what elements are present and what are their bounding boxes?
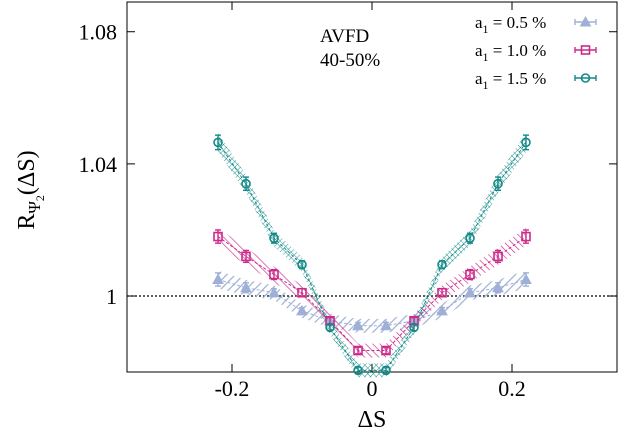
legend-label-2: a1 = 1.0 % (475, 41, 546, 64)
y-tick-label: 1.08 (79, 20, 118, 45)
series-line-3 (217, 142, 527, 371)
data-point-series-3 (381, 365, 391, 376)
data-point-series-2 (353, 345, 363, 356)
data-point-series-1 (464, 286, 476, 298)
data-point-series-3 (213, 137, 223, 148)
data-point-series-2 (297, 287, 307, 298)
annotation: AVFD 40-50% (320, 26, 380, 71)
data-markers (212, 134, 532, 376)
x-tick-label: -0.2 (215, 376, 250, 401)
data-point-series-1 (296, 304, 308, 316)
y-axis-label: RΨ2(ΔS) (14, 150, 47, 229)
data-point-series-1 (436, 304, 448, 316)
data-point-series-3 (325, 322, 335, 333)
legend-label-3: a1 = 1.5 % (475, 69, 546, 92)
y-axis-title: RΨ2(ΔS) (14, 150, 47, 229)
y-tick-label: 1.04 (79, 152, 118, 177)
data-point-series-3 (521, 137, 531, 148)
legend-marker-1 (579, 15, 592, 27)
data-point-series-1 (380, 319, 392, 331)
legend-marker-2 (580, 45, 591, 55)
data-point-series-2 (437, 287, 447, 298)
data-point-series-1 (268, 286, 280, 298)
legend: a1 = 0.5 % a1 = 1.0 % a1 = 1.5 % (475, 13, 597, 92)
data-point-series-2 (269, 269, 279, 280)
annotation-line-1: AVFD (320, 26, 369, 47)
uncertainty-bands (217, 133, 527, 378)
data-point-series-3 (409, 322, 419, 333)
annotation-line-2: 40-50% (320, 50, 380, 71)
data-point-series-3 (493, 178, 503, 189)
data-point-series-3 (241, 178, 251, 189)
x-tick-label: 0.2 (498, 376, 526, 401)
data-point-series-3 (353, 365, 363, 376)
series-line-1 (217, 279, 527, 327)
data-point-series-2 (493, 251, 503, 262)
data-point-series-1 (492, 281, 504, 293)
data-point-series-1 (520, 273, 532, 284)
legend-label-1: a1 = 0.5 % (475, 13, 546, 36)
data-point-series-2 (213, 231, 223, 242)
y-tick-label: 1 (106, 284, 117, 309)
data-point-series-3 (437, 259, 447, 270)
x-axis: -0.2 0 0.2 (215, 2, 526, 401)
data-point-series-3 (465, 233, 475, 244)
data-point-series-2 (465, 269, 475, 280)
band-series-3 (218, 133, 526, 378)
data-point-series-1 (352, 319, 364, 331)
data-point-series-2 (521, 231, 531, 242)
band-series-1 (218, 270, 526, 333)
legend-marker-3 (580, 73, 591, 83)
data-point-series-2 (381, 345, 391, 356)
x-tick-label: 0 (367, 376, 378, 401)
y-axis: 1 1.04 1.08 (79, 20, 617, 309)
data-point-series-3 (297, 259, 307, 270)
data-point-series-1 (240, 281, 252, 293)
x-axis-label: ΔS (358, 407, 387, 433)
data-point-series-2 (241, 251, 251, 262)
x-axis-title: ΔS (358, 407, 387, 433)
data-point-series-3 (269, 233, 279, 244)
data-point-series-1 (212, 273, 224, 284)
